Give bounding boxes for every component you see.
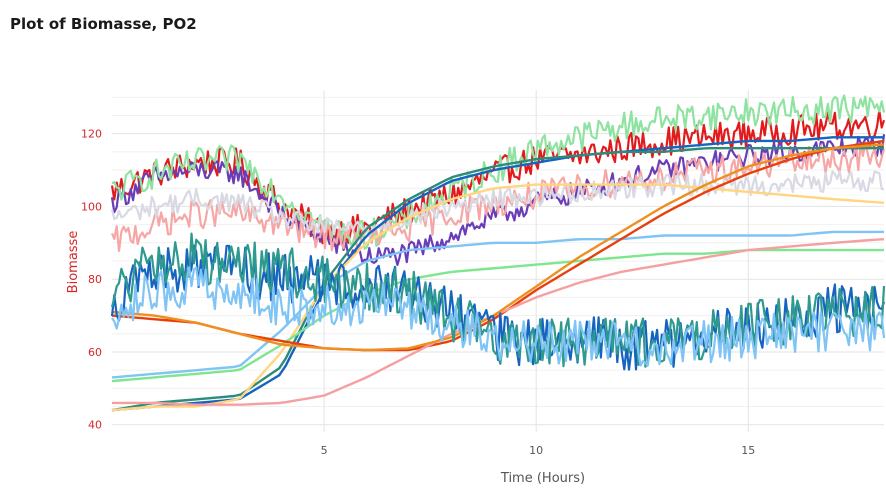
y-tick-label: 120 [81,128,102,141]
y-tick-label: 80 [88,273,102,286]
series-line [110,109,886,247]
x-tick-label: 15 [741,444,755,457]
y-axis-ticks: 40 60 80 100 120 [81,128,102,432]
y-tick-label: 100 [81,200,102,213]
x-tick-label: 5 [321,444,328,457]
series-line [111,183,885,412]
series-line [111,147,884,412]
x-axis-label: Time (Hours) [500,471,585,486]
y-axis-label: Biomasse [66,231,81,294]
series-group [110,94,886,412]
x-axis-ticks: 5 10 15 [321,444,756,457]
series-line [111,266,886,367]
y-tick-label: 40 [88,419,102,432]
series-line [110,170,885,238]
series-line [111,143,885,352]
series-line [110,141,886,252]
x-tick-label: 10 [529,444,543,457]
y-tick-label: 60 [88,346,102,359]
chart-title: Plot of Biomasse, PO2 [10,15,197,33]
series-line [111,94,886,250]
series-line [111,230,884,379]
